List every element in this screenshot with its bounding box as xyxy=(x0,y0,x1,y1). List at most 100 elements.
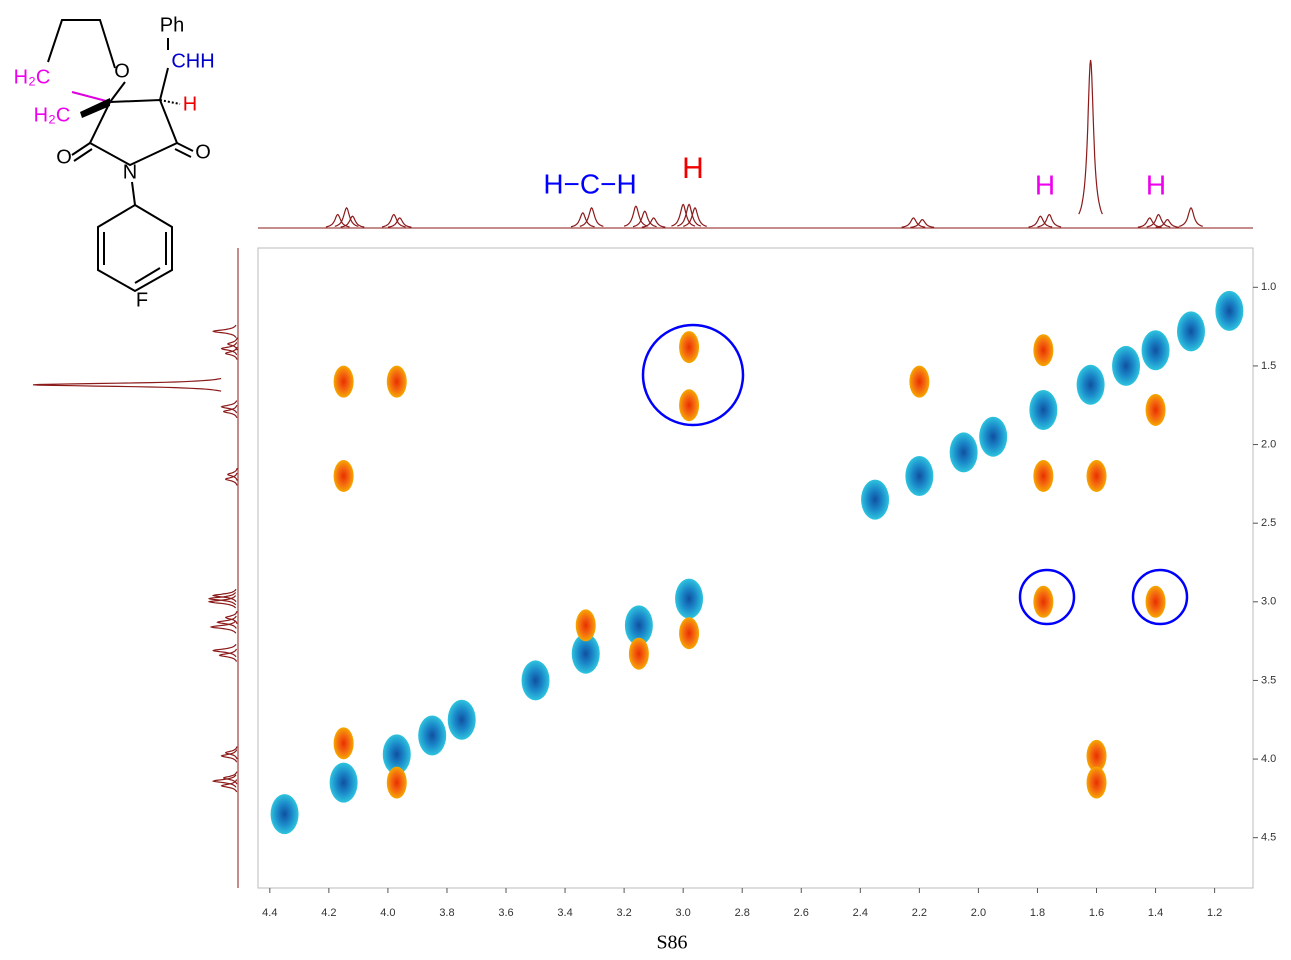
x-tick-label: 3.8 xyxy=(439,907,454,919)
projection-peak xyxy=(677,203,702,227)
projection-peak xyxy=(224,472,238,486)
diagonal-peak xyxy=(418,715,447,756)
projection-peak xyxy=(381,213,406,228)
diagonal-peak xyxy=(675,578,704,619)
projection-peak xyxy=(910,218,935,228)
projection-peak xyxy=(1146,213,1171,228)
x-tick-label: 1.4 xyxy=(1148,907,1163,919)
cross-peak xyxy=(909,365,930,398)
diagonal-peak xyxy=(382,734,411,775)
mol-label: O xyxy=(195,141,211,163)
annotation: H xyxy=(1146,169,1166,200)
projection-peak xyxy=(1179,206,1203,227)
projection-peak xyxy=(1155,218,1180,228)
cross-peak xyxy=(333,460,354,493)
y-tick-label: 4.0 xyxy=(1261,753,1276,765)
mol-label: Ph xyxy=(160,14,184,36)
projection-peak xyxy=(1078,59,1103,215)
projection-peak xyxy=(1137,217,1162,228)
projection-peak xyxy=(227,467,238,481)
projection-peak xyxy=(212,643,237,658)
projection-peak xyxy=(209,620,237,634)
mol-label: O xyxy=(114,60,130,82)
annotation: H−C−H xyxy=(543,168,636,199)
page-label: S86 xyxy=(656,932,687,954)
x-tick-label: 3.0 xyxy=(676,907,691,919)
projection-peak xyxy=(671,203,696,227)
molecule xyxy=(47,19,194,293)
cross-peak xyxy=(1145,393,1166,426)
y-tick-label: 2.5 xyxy=(1261,517,1276,529)
projection-peak xyxy=(632,210,657,228)
cross-peak xyxy=(1033,460,1054,493)
projection-peak xyxy=(220,342,238,356)
cross-peak xyxy=(1033,334,1054,367)
cross-peak xyxy=(628,637,649,670)
plot-frame xyxy=(257,247,1254,889)
x-tick-label: 4.0 xyxy=(380,907,395,919)
projection-peak xyxy=(901,217,926,228)
projection-peak xyxy=(207,592,237,606)
projection-peak xyxy=(683,206,707,227)
cross-peak xyxy=(679,331,700,364)
projection-peak xyxy=(1028,215,1053,228)
diagonal-peak xyxy=(1112,345,1141,386)
cross-peak xyxy=(1086,739,1107,772)
diagonal-peak xyxy=(447,699,476,740)
projection-peak xyxy=(211,588,237,603)
mol-label: F xyxy=(136,289,148,311)
cross-peak xyxy=(575,609,596,642)
projection-peak xyxy=(340,215,365,228)
x-tick-label: 4.4 xyxy=(262,907,277,919)
y-tick-label: 4.5 xyxy=(1261,832,1276,844)
mol-label: H xyxy=(183,93,197,115)
cross-peak xyxy=(1145,585,1166,618)
projection-peak xyxy=(32,377,222,392)
projection-peak xyxy=(570,212,595,228)
projection-peak xyxy=(222,771,238,785)
y-tick-label: 1.5 xyxy=(1261,360,1276,372)
projection-peak xyxy=(224,346,238,360)
x-tick-label: 2.6 xyxy=(794,907,809,919)
cross-peak xyxy=(386,365,407,398)
x-tick-label: 3.2 xyxy=(616,907,631,919)
projection-peak xyxy=(222,405,238,418)
mol-label: N xyxy=(123,161,137,183)
projection-peak xyxy=(227,337,238,351)
diagonal-peak xyxy=(1215,290,1244,331)
projection-peak xyxy=(334,206,359,227)
cross-peak xyxy=(1086,460,1107,493)
mol-label: H₂C xyxy=(34,104,71,126)
projection-peak xyxy=(218,648,238,662)
projection-peak xyxy=(387,217,412,228)
projection-peak xyxy=(216,615,237,629)
projection-peak xyxy=(224,746,238,760)
diagonal-peak xyxy=(624,605,653,646)
x-tick-label: 1.2 xyxy=(1207,907,1222,919)
annotation: H xyxy=(1035,169,1055,200)
projection-peak xyxy=(207,595,237,609)
y-tick-label: 1.0 xyxy=(1261,281,1276,293)
projection-peak xyxy=(1037,213,1062,228)
projection-peak xyxy=(212,324,237,338)
highlight-circles xyxy=(641,323,1189,626)
projection-peak xyxy=(224,611,238,624)
diagonal-peak xyxy=(521,660,550,701)
mol-label: H₂C xyxy=(14,66,51,88)
cross-peak xyxy=(333,365,354,398)
projection-peak xyxy=(641,217,666,228)
x-tick-label: 2.0 xyxy=(971,907,986,919)
cross-peak xyxy=(386,766,407,799)
annotation: H xyxy=(682,152,704,185)
mol-label: O xyxy=(56,146,72,168)
x-tick-label: 2.2 xyxy=(912,907,927,919)
x-tick-label: 1.6 xyxy=(1089,907,1104,919)
diagonal-peak xyxy=(270,794,299,835)
x-tick-label: 3.4 xyxy=(557,907,572,919)
y-tick-label: 3.0 xyxy=(1261,596,1276,608)
projection-peak xyxy=(220,400,238,414)
cross-peak xyxy=(679,389,700,422)
projection-peak xyxy=(220,749,238,763)
cross-peak xyxy=(1033,585,1054,618)
